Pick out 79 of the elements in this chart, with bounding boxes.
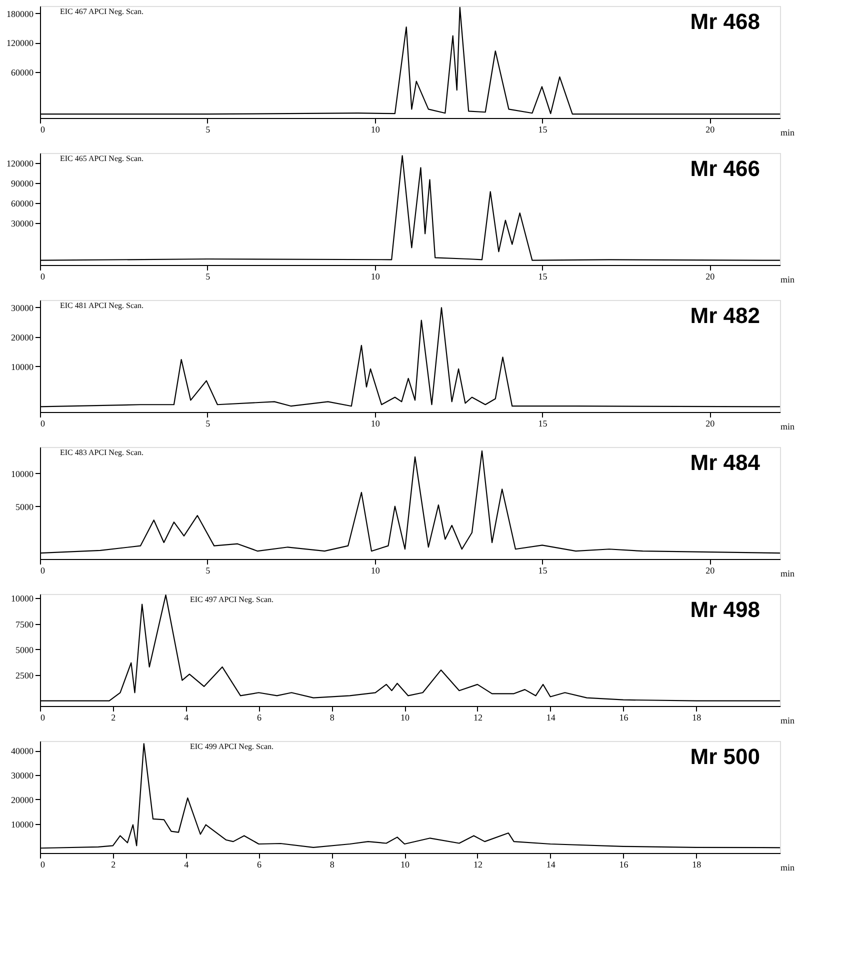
x-tick-label: 10 xyxy=(370,272,380,282)
y-tick-label: 120000 xyxy=(6,158,34,168)
annotation: EIC 465 APCI Neg. Scan. xyxy=(60,154,144,163)
x-tick-label: 20 xyxy=(706,124,716,134)
x-tick-label: 10 xyxy=(370,418,380,428)
chart-title: Mr 484 xyxy=(690,450,761,475)
y-tick-label: 30000 xyxy=(11,302,34,313)
annotation: EIC 467 APCI Neg. Scan. xyxy=(60,7,144,16)
chart-title: Mr 466 xyxy=(690,156,760,181)
x-tick-label: 15 xyxy=(538,566,548,576)
x-axis-title: min xyxy=(780,568,795,578)
y-tick-label: 2500 xyxy=(16,670,34,681)
y-tick-label: 5000 xyxy=(16,644,34,655)
y-tick-label: 30000 xyxy=(11,770,34,781)
x-tick-label: 10 xyxy=(400,860,410,870)
x-tick-label: 5 xyxy=(206,418,211,428)
y-tick-label: 60000 xyxy=(11,68,34,78)
annotation: EIC 499 APCI Neg. Scan. xyxy=(190,742,274,751)
y-tick-label: 20000 xyxy=(11,794,34,805)
x-tick-label: 0 xyxy=(40,272,46,282)
y-tick-label: 120000 xyxy=(6,38,34,48)
x-tick-label: 2 xyxy=(111,860,116,870)
x-tick-label: 0 xyxy=(40,860,46,870)
x-tick-label: 2 xyxy=(111,712,116,722)
x-tick-label: 4 xyxy=(184,712,190,722)
x-tick-label: 6 xyxy=(256,712,262,722)
x-tick-label: 12 xyxy=(473,860,482,870)
x-tick-label: 5 xyxy=(206,124,211,134)
annotation: EIC 483 APCI Neg. Scan. xyxy=(60,448,144,457)
y-tick-label: 180000 xyxy=(6,8,34,19)
x-tick-label: 8 xyxy=(330,860,335,870)
x-tick-label: 5 xyxy=(206,272,211,282)
x-axis-title: min xyxy=(780,274,795,284)
x-axis-title: min xyxy=(780,716,795,726)
y-tick-label: 90000 xyxy=(11,178,34,188)
x-tick-label: 8 xyxy=(330,712,335,722)
x-tick-label: 10 xyxy=(370,124,380,134)
x-tick-label: 20 xyxy=(706,418,716,428)
y-tick-label: 7500 xyxy=(16,619,34,630)
x-tick-label: 16 xyxy=(619,712,629,722)
chart-title: Mr 500 xyxy=(690,744,760,769)
y-tick-label: 30000 xyxy=(11,218,34,228)
x-tick-label: 15 xyxy=(538,124,548,134)
y-tick-label: 5000 xyxy=(16,502,34,512)
x-tick-label: 18 xyxy=(692,712,702,722)
x-tick-label: 6 xyxy=(256,860,262,870)
x-tick-label: 10 xyxy=(400,712,410,722)
x-tick-label: 12 xyxy=(473,712,482,722)
x-tick-label: 15 xyxy=(538,418,548,428)
x-tick-label: 0 xyxy=(40,712,46,722)
x-tick-label: 4 xyxy=(184,860,190,870)
x-tick-label: 0 xyxy=(40,418,46,428)
x-tick-label: 20 xyxy=(706,566,716,576)
x-tick-label: 5 xyxy=(206,566,211,576)
y-tick-label: 10000 xyxy=(11,819,34,830)
annotation: EIC 497 APCI Neg. Scan. xyxy=(190,595,274,604)
annotation: EIC 481 APCI Neg. Scan. xyxy=(60,301,144,310)
x-tick-label: 15 xyxy=(538,272,548,282)
x-tick-label: 14 xyxy=(546,712,556,722)
chart-title: Mr 498 xyxy=(690,597,760,622)
x-tick-label: 14 xyxy=(546,860,556,870)
x-tick-label: 0 xyxy=(40,566,46,576)
x-tick-label: 18 xyxy=(692,860,702,870)
y-tick-label: 60000 xyxy=(11,198,34,208)
chart-title: Mr 468 xyxy=(690,9,760,34)
chart-title: Mr 482 xyxy=(690,303,760,328)
x-axis-title: min xyxy=(780,862,795,872)
y-tick-label: 10000 xyxy=(11,362,34,372)
x-axis-title: min xyxy=(780,128,795,138)
y-tick-label: 40000 xyxy=(11,746,34,756)
x-tick-label: 10 xyxy=(370,566,380,576)
x-axis-title: min xyxy=(780,422,795,432)
x-tick-label: 0 xyxy=(40,124,46,134)
line-series xyxy=(40,6,780,115)
y-tick-label: 10000 xyxy=(11,594,34,604)
y-tick-label: 10000 xyxy=(11,468,34,479)
x-tick-label: 20 xyxy=(706,272,716,282)
x-tick-label: 16 xyxy=(619,860,629,870)
y-tick-label: 20000 xyxy=(11,332,34,342)
